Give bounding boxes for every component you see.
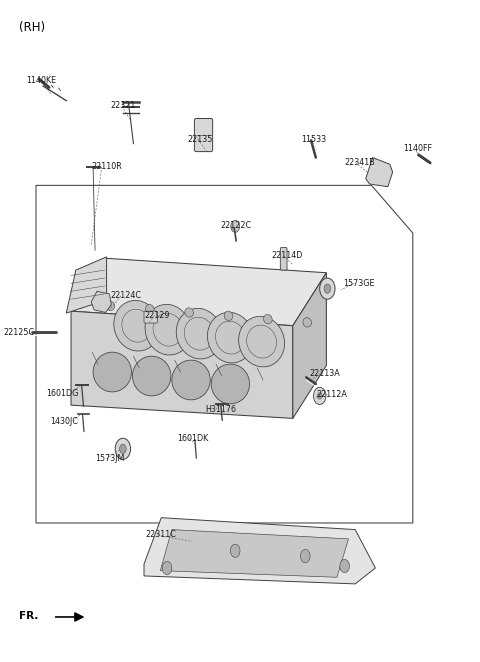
Text: 22113A: 22113A bbox=[309, 369, 340, 378]
Circle shape bbox=[115, 438, 131, 459]
Text: 22341B: 22341B bbox=[345, 158, 375, 167]
Text: 22112A: 22112A bbox=[317, 390, 348, 399]
Text: 1140FF: 1140FF bbox=[403, 144, 432, 154]
Ellipse shape bbox=[264, 314, 272, 324]
Polygon shape bbox=[144, 518, 375, 584]
Text: 22125C: 22125C bbox=[3, 328, 34, 338]
Ellipse shape bbox=[224, 311, 233, 320]
Text: 1573JM: 1573JM bbox=[95, 454, 124, 463]
Circle shape bbox=[324, 284, 331, 293]
Circle shape bbox=[230, 544, 240, 557]
Ellipse shape bbox=[211, 364, 250, 404]
Polygon shape bbox=[91, 291, 111, 312]
Text: 22321: 22321 bbox=[110, 101, 136, 111]
Text: 22129: 22129 bbox=[144, 310, 169, 320]
Text: FR.: FR. bbox=[19, 610, 38, 621]
Circle shape bbox=[231, 220, 240, 232]
Circle shape bbox=[317, 393, 322, 399]
Text: 22135: 22135 bbox=[187, 134, 213, 144]
Circle shape bbox=[340, 559, 349, 573]
FancyBboxPatch shape bbox=[144, 311, 157, 323]
Ellipse shape bbox=[132, 356, 171, 396]
Circle shape bbox=[320, 278, 335, 299]
Text: 22124C: 22124C bbox=[110, 291, 142, 301]
Text: 22122C: 22122C bbox=[221, 220, 252, 230]
Ellipse shape bbox=[207, 312, 253, 363]
Ellipse shape bbox=[106, 301, 115, 310]
FancyBboxPatch shape bbox=[194, 118, 213, 152]
Ellipse shape bbox=[172, 360, 210, 400]
Text: H31176: H31176 bbox=[205, 404, 237, 414]
Circle shape bbox=[300, 549, 310, 563]
Ellipse shape bbox=[93, 352, 132, 392]
Polygon shape bbox=[66, 257, 107, 313]
Text: 22114D: 22114D bbox=[272, 251, 303, 260]
Circle shape bbox=[162, 561, 172, 575]
Ellipse shape bbox=[239, 316, 285, 367]
Circle shape bbox=[313, 387, 326, 404]
Text: 1573GE: 1573GE bbox=[343, 279, 374, 288]
Text: 22311C: 22311C bbox=[145, 530, 176, 540]
Text: 1601DK: 1601DK bbox=[178, 434, 209, 443]
Ellipse shape bbox=[303, 318, 312, 327]
Ellipse shape bbox=[185, 308, 193, 317]
Text: (RH): (RH) bbox=[19, 21, 45, 34]
Text: 11533: 11533 bbox=[301, 134, 326, 144]
Text: 1140KE: 1140KE bbox=[26, 76, 57, 85]
Ellipse shape bbox=[145, 305, 154, 314]
Polygon shape bbox=[71, 258, 326, 326]
Polygon shape bbox=[293, 273, 326, 418]
Text: 1601DG: 1601DG bbox=[46, 389, 78, 398]
Text: 22110R: 22110R bbox=[91, 162, 122, 171]
Ellipse shape bbox=[114, 301, 160, 351]
Circle shape bbox=[120, 444, 126, 453]
Ellipse shape bbox=[145, 305, 191, 355]
Ellipse shape bbox=[176, 308, 222, 359]
Polygon shape bbox=[366, 158, 393, 187]
Polygon shape bbox=[160, 530, 348, 577]
FancyBboxPatch shape bbox=[280, 248, 287, 270]
Text: 1430JC: 1430JC bbox=[50, 416, 78, 426]
Polygon shape bbox=[71, 311, 293, 418]
